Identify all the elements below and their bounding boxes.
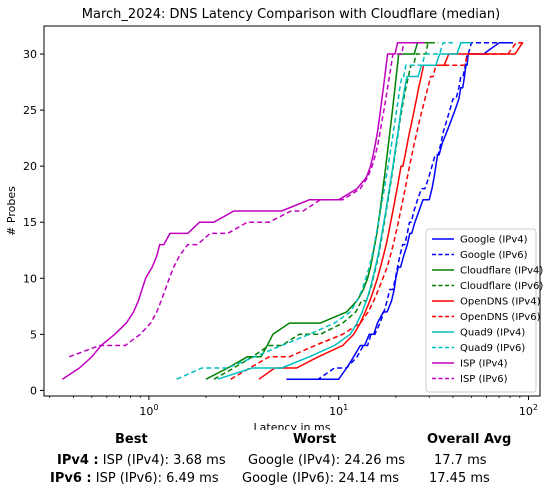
- series-line: [205, 42, 432, 380]
- y-axis-label: # Probes: [5, 186, 18, 236]
- chart-title: March_2024: DNS Latency Comparison with …: [82, 7, 500, 22]
- series-line: [213, 42, 439, 380]
- series-line: [61, 42, 424, 380]
- summary-row-label: IPv4 :: [57, 453, 99, 468]
- x-tick-label: 100: [139, 403, 158, 418]
- axes-group: 0 5 10 15 20 25 30 100 101 102: [23, 48, 538, 418]
- y-tick-label: 25: [23, 104, 37, 117]
- summary-row-ipv4: IPv4 : ISP (IPv4): 3.68 ms: [57, 453, 226, 468]
- legend-label: Google (IPv6): [460, 250, 528, 261]
- summary-best-value: ISP (IPv4): 3.68 ms: [102, 453, 226, 468]
- y-tick-label: 5: [30, 328, 37, 341]
- series-line: [217, 42, 472, 380]
- series-line: [258, 42, 524, 380]
- legend-label: Cloudflare (IPv6): [460, 281, 543, 292]
- y-tick-label: 0: [30, 384, 37, 397]
- legend-label: Quad9 (IPv4): [460, 328, 525, 339]
- legend-label: ISP (IPv6): [460, 374, 508, 385]
- summary-header-worst: Worst: [293, 432, 337, 447]
- summary-row-ipv6: IPv6 : ISP (IPv6): 6.49 ms: [50, 471, 219, 486]
- legend-label: ISP (IPv4): [460, 359, 508, 370]
- x-axis-label: Latency in ms: [254, 421, 331, 430]
- summary-avg-value: 17.7 ms: [434, 453, 487, 468]
- summary-avg-value: 17.45 ms: [429, 471, 490, 486]
- legend-label: Quad9 (IPv6): [460, 343, 525, 354]
- summary-best-value: ISP (IPv6): 6.49 ms: [95, 471, 219, 486]
- legend: Google (IPv4) Google (IPv6) Cloudflare (IP…: [425, 228, 543, 393]
- y-tick-label: 10: [23, 272, 37, 285]
- series-line: [300, 42, 516, 380]
- series-line: [68, 42, 427, 358]
- legend-label: Cloudflare (IPv4): [460, 266, 543, 277]
- legend-label: OpenDNS (IPv6): [460, 312, 541, 323]
- y-tick-label: 15: [23, 216, 37, 229]
- series-line: [230, 42, 524, 380]
- x-tick-label: 101: [329, 403, 348, 418]
- x-tick-label: 102: [519, 403, 538, 418]
- latency-chart: March_2024: DNS Latency Comparison with …: [5, 7, 543, 430]
- legend-label: Google (IPv4): [460, 235, 528, 246]
- plot-series-group: [61, 42, 524, 380]
- legend-label: OpenDNS (IPv4): [460, 297, 541, 308]
- plot-frame: [43, 25, 541, 397]
- summary-header-best: Best: [115, 432, 148, 447]
- summary-worst-value: Google (IPv4): 24.26 ms: [248, 453, 406, 468]
- y-tick-label: 20: [23, 160, 37, 173]
- summary-row-label: IPv6 :: [50, 471, 92, 486]
- series-line: [176, 42, 453, 380]
- summary-header-avg: Overall Avg: [427, 432, 512, 447]
- series-line: [286, 42, 513, 380]
- y-tick-label: 30: [23, 48, 37, 61]
- summary-worst-value: Google (IPv6): 24.14 ms: [242, 471, 400, 486]
- summary-panel: Best Worst Overall Avg IPv4 : ISP (IPv4)…: [0, 430, 548, 496]
